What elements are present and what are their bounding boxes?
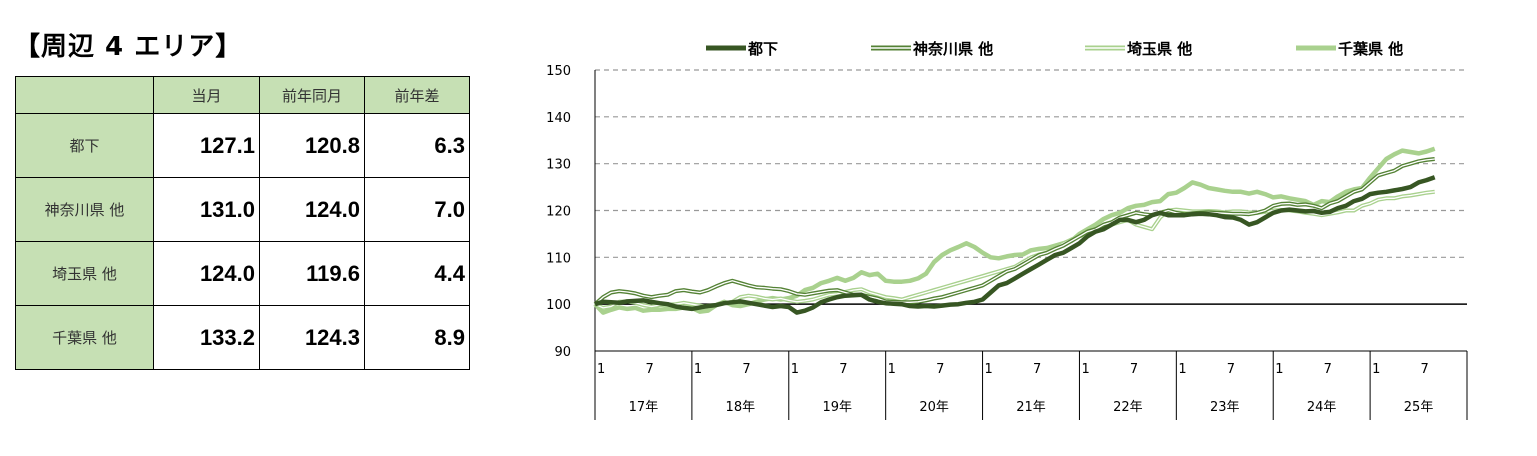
y-tick-label: 140 <box>546 111 571 126</box>
table-row: 神奈川県 他 131.0 124.0 7.0 <box>15 177 470 242</box>
x-tick-label: 7 <box>742 362 750 377</box>
y-tick-label: 130 <box>546 158 571 173</box>
table-row: 都下 127.1 120.8 6.3 <box>15 113 470 178</box>
row-diff-value: 6.3 <box>364 113 470 178</box>
x-year-label: 17年 <box>629 400 659 415</box>
table-header-corner <box>15 76 154 114</box>
row-current-value: 131.0 <box>153 177 260 242</box>
legend-label: 神奈川県 他 <box>913 40 993 58</box>
row-area-label: 千葉県 他 <box>15 305 154 370</box>
x-tick-label: 7 <box>1130 362 1138 377</box>
x-tick-label: 1 <box>1081 362 1089 377</box>
x-year-label: 23年 <box>1210 400 1240 415</box>
x-year-label: 24年 <box>1307 400 1337 415</box>
table-header-diff: 前年差 <box>364 76 470 114</box>
x-tick-label: 1 <box>888 362 896 377</box>
summary-table: 当月 前年同月 前年差 都下 127.1 120.8 6.3 神奈川県 他 13… <box>15 76 470 370</box>
row-diff-value: 7.0 <box>364 177 470 242</box>
table-header-row: 当月 前年同月 前年差 <box>15 76 470 114</box>
x-tick-label: 1 <box>1372 362 1380 377</box>
x-tick-label: 1 <box>1178 362 1186 377</box>
row-current-value: 133.2 <box>153 305 260 370</box>
x-tick-label: 1 <box>694 362 702 377</box>
row-prev-year-value: 124.0 <box>259 177 365 242</box>
series-line-1 <box>593 157 1435 306</box>
y-tick-label: 90 <box>554 345 571 360</box>
y-tick-label: 100 <box>546 298 571 313</box>
row-diff-value: 4.4 <box>364 241 470 306</box>
series-line-0 <box>594 175 1436 315</box>
table-row: 千葉県 他 133.2 124.3 8.9 <box>15 305 470 370</box>
series-line-3 <box>593 146 1436 315</box>
x-tick-label: 1 <box>985 362 993 377</box>
x-tick-label: 7 <box>1227 362 1235 377</box>
row-prev-year-value: 120.8 <box>259 113 365 178</box>
x-tick-label: 1 <box>597 362 605 377</box>
x-year-label: 22年 <box>1113 400 1143 415</box>
x-tick-label: 7 <box>936 362 944 377</box>
x-tick-label: 1 <box>1275 362 1283 377</box>
x-year-label: 19年 <box>822 400 852 415</box>
x-tick-label: 7 <box>839 362 847 377</box>
row-diff-value: 8.9 <box>364 305 470 370</box>
series-line-inner-1 <box>594 158 1435 305</box>
row-area-label: 都下 <box>15 113 154 178</box>
y-tick-label: 120 <box>546 205 571 220</box>
y-tick-label: 110 <box>546 251 571 266</box>
x-tick-label: 7 <box>1421 362 1429 377</box>
row-area-label: 神奈川県 他 <box>15 177 154 242</box>
x-year-label: 20年 <box>919 400 949 415</box>
row-current-value: 124.0 <box>153 241 260 306</box>
x-tick-label: 7 <box>645 362 653 377</box>
page-title: 【周辺 4 エリア】 <box>14 32 243 62</box>
y-tick-label: 150 <box>546 64 571 79</box>
legend-label: 千葉県 他 <box>1338 40 1403 58</box>
x-year-label: 25年 <box>1404 400 1434 415</box>
x-tick-label: 1 <box>791 362 799 377</box>
x-tick-label: 7 <box>1033 362 1041 377</box>
x-year-label: 18年 <box>726 400 756 415</box>
x-year-label: 21年 <box>1016 400 1046 415</box>
legend-label: 埼玉県 他 <box>1127 40 1192 58</box>
x-tick-label: 7 <box>1324 362 1332 377</box>
legend-label: 都下 <box>747 40 778 58</box>
row-prev-year-value: 119.6 <box>259 241 365 306</box>
